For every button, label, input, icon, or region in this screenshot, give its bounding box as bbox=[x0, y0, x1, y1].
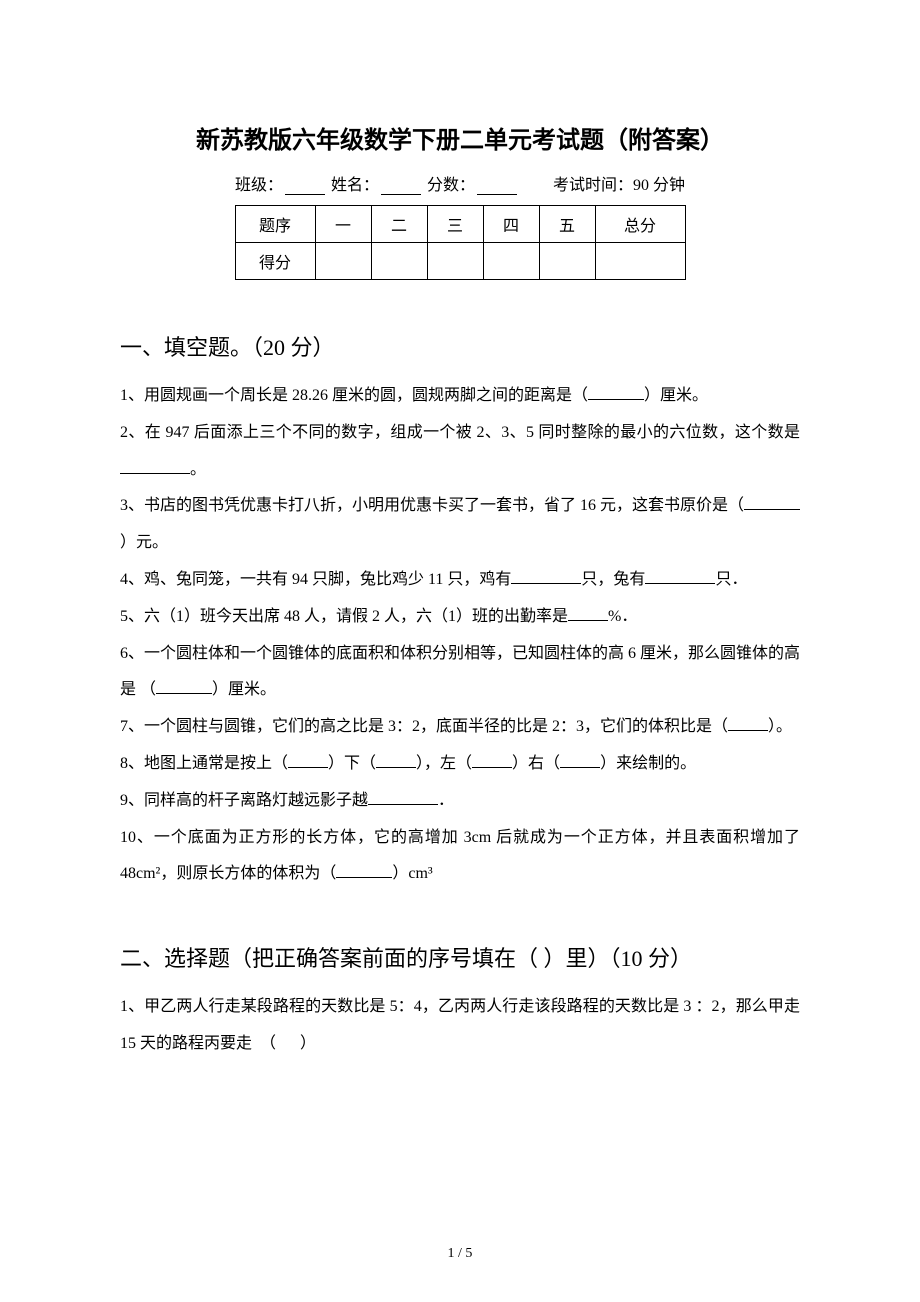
col-5: 五 bbox=[539, 206, 595, 243]
question-9: 9、同样高的杆子离路灯越远影子越 ． bbox=[120, 783, 800, 820]
q8-blank-1[interactable] bbox=[288, 754, 328, 768]
q1-blank[interactable] bbox=[588, 386, 644, 400]
table-row: 题序 一 二 三 四 五 总分 bbox=[235, 206, 685, 243]
score-cell-total[interactable] bbox=[595, 243, 685, 280]
question-6: 6、一个圆柱体和一个圆锥体的底面积和体积分别相等，已知圆柱体的高 6 厘米，那么… bbox=[120, 636, 800, 710]
q6-text-b: ）厘米。 bbox=[212, 681, 276, 698]
table-row: 得分 bbox=[235, 243, 685, 280]
q3-blank[interactable] bbox=[744, 496, 800, 510]
question-8: 8、地图上通常是按上（ ）下（ ），左（ ）右（ ）来绘制的。 bbox=[120, 746, 800, 783]
question-4: 4、鸡、兔同笼，一共有 94 只脚，兔比鸡少 11 只，鸡有 只，兔有 只． bbox=[120, 562, 800, 599]
class-blank[interactable] bbox=[285, 179, 325, 195]
q8-text-b: ）下（ bbox=[328, 755, 376, 772]
score-cell-5[interactable] bbox=[539, 243, 595, 280]
q4-text-a: 4、鸡、兔同笼，一共有 94 只脚，兔比鸡少 11 只，鸡有 bbox=[120, 571, 511, 588]
q8-blank-3[interactable] bbox=[472, 754, 512, 768]
q5-blank[interactable] bbox=[568, 607, 608, 621]
col-1: 一 bbox=[315, 206, 371, 243]
q7-text-b: ）。 bbox=[768, 718, 792, 735]
q2-text-a: 2、在 947 后面添上三个不同的数字，组成一个被 2、3、5 同时整除的最小的… bbox=[120, 424, 800, 441]
q4-text-c: 只． bbox=[715, 571, 747, 588]
col-2: 二 bbox=[371, 206, 427, 243]
q6-blank[interactable] bbox=[156, 680, 212, 694]
q4-text-b: 只，兔有 bbox=[581, 571, 645, 588]
s2-q1-text: 1、甲乙两人行走某段路程的天数比是 5：4，乙丙两人行走该段路程的天数比是 3 … bbox=[120, 998, 800, 1052]
score-blank[interactable] bbox=[477, 179, 517, 195]
q1-text-b: ）厘米。 bbox=[644, 387, 708, 404]
class-label: 班级： bbox=[235, 177, 283, 194]
q5-text-b: %． bbox=[608, 608, 637, 625]
q3-text-b: ）元。 bbox=[120, 534, 168, 551]
q8-text-c: ），左（ bbox=[416, 755, 472, 772]
q1-text-a: 1、用圆规画一个周长是 28.26 厘米的圆，圆规两脚之间的距离是（ bbox=[120, 387, 588, 404]
exam-time: 考试时间：90 分钟 bbox=[553, 177, 685, 194]
q9-blank[interactable] bbox=[368, 791, 438, 805]
header-label: 题序 bbox=[235, 206, 315, 243]
q5-text-a: 5、六（1）班今天出席 48 人，请假 2 人，六（1）班的出勤率是 bbox=[120, 608, 568, 625]
question-10: 10、一个底面为正方形的长方体，它的高增加 3cm 后就成为一个正方体，并且表面… bbox=[120, 820, 800, 894]
q7-blank[interactable] bbox=[728, 717, 768, 731]
q8-blank-2[interactable] bbox=[376, 754, 416, 768]
q10-text-b: ）cm³ bbox=[392, 865, 432, 882]
exam-title: 新苏教版六年级数学下册二单元考试题（附答案） bbox=[120, 120, 800, 155]
q8-text-e: ）来绘制的。 bbox=[600, 755, 696, 772]
score-cell-2[interactable] bbox=[371, 243, 427, 280]
page-number: 1 / 5 bbox=[0, 1246, 920, 1262]
question-2: 2、在 947 后面添上三个不同的数字，组成一个被 2、3、5 同时整除的最小的… bbox=[120, 415, 800, 489]
score-table: 题序 一 二 三 四 五 总分 得分 bbox=[235, 205, 686, 280]
score-cell-1[interactable] bbox=[315, 243, 371, 280]
score-row-label: 得分 bbox=[235, 243, 315, 280]
col-3: 三 bbox=[427, 206, 483, 243]
name-label: 姓名： bbox=[331, 177, 379, 194]
q9-text-a: 9、同样高的杆子离路灯越远影子越 bbox=[120, 792, 368, 809]
q8-blank-4[interactable] bbox=[560, 754, 600, 768]
q7-text-a: 7、一个圆柱与圆锥，它们的高之比是 3：2，底面半径的比是 2：3，它们的体积比… bbox=[120, 718, 728, 735]
score-cell-3[interactable] bbox=[427, 243, 483, 280]
info-line: 班级： 姓名： 分数： 考试时间：90 分钟 bbox=[120, 171, 800, 195]
q2-blank[interactable] bbox=[120, 460, 190, 474]
question-7: 7、一个圆柱与圆锥，它们的高之比是 3：2，底面半径的比是 2：3，它们的体积比… bbox=[120, 709, 800, 746]
col-4: 四 bbox=[483, 206, 539, 243]
q2-text-b: 。 bbox=[190, 461, 206, 478]
section-2-heading: 二、选择题（把正确答案前面的序号填在（ ）里）（10 分） bbox=[120, 941, 800, 973]
q8-text-a: 8、地图上通常是按上（ bbox=[120, 755, 288, 772]
q10-text-a: 10、一个底面为正方形的长方体，它的高增加 3cm 后就成为一个正方体，并且表面… bbox=[120, 829, 800, 883]
question-1: 1、用圆规画一个周长是 28.26 厘米的圆，圆规两脚之间的距离是（ ）厘米。 bbox=[120, 378, 800, 415]
q9-text-b: ． bbox=[438, 792, 454, 809]
q8-text-d: ）右（ bbox=[512, 755, 560, 772]
score-cell-4[interactable] bbox=[483, 243, 539, 280]
question-s2-1: 1、甲乙两人行走某段路程的天数比是 5：4，乙丙两人行走该段路程的天数比是 3 … bbox=[120, 989, 800, 1063]
question-3: 3、书店的图书凭优惠卡打八折，小明用优惠卡买了一套书，省了 16 元，这套书原价… bbox=[120, 488, 800, 562]
name-blank[interactable] bbox=[381, 179, 421, 195]
col-total: 总分 bbox=[595, 206, 685, 243]
question-5: 5、六（1）班今天出席 48 人，请假 2 人，六（1）班的出勤率是 %． bbox=[120, 599, 800, 636]
score-label: 分数： bbox=[427, 177, 475, 194]
q4-blank-2[interactable] bbox=[645, 570, 715, 584]
q10-blank[interactable] bbox=[336, 864, 392, 878]
q4-blank-1[interactable] bbox=[511, 570, 581, 584]
section-1-heading: 一、填空题。（20 分） bbox=[120, 330, 800, 362]
q3-text-a: 3、书店的图书凭优惠卡打八折，小明用优惠卡买了一套书，省了 16 元，这套书原价… bbox=[120, 497, 744, 514]
